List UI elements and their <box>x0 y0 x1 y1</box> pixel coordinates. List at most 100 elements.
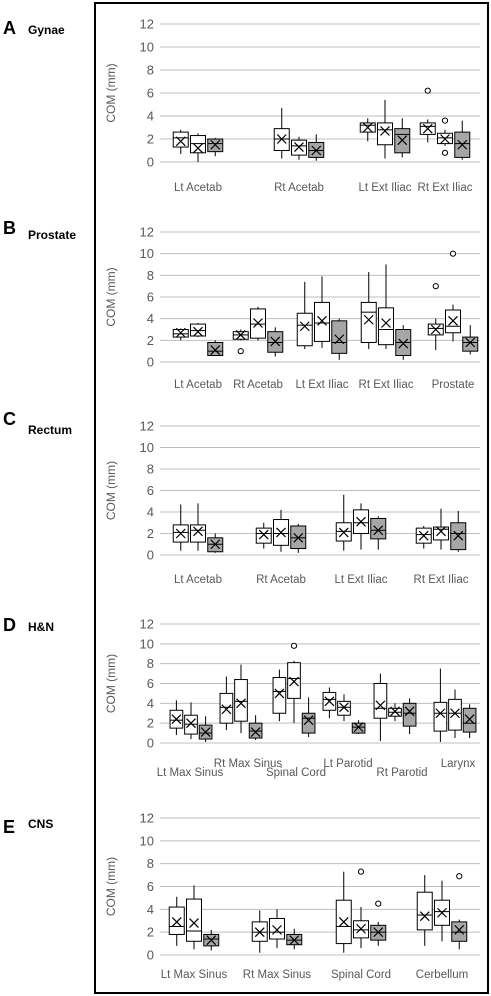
mean-marker <box>303 715 314 726</box>
panel-e: E CNS 0 2 4 6 8 10 12 COM (mm) Lt Max Sinus Rt Max … <box>3 811 480 981</box>
mean-marker <box>418 530 429 541</box>
box-white <box>234 664 248 734</box>
mean-marker <box>465 337 476 348</box>
category-label: Lt Max Sinus <box>161 969 228 981</box>
box-grey <box>370 516 387 550</box>
mean-marker <box>397 135 408 146</box>
y-tick-label: 12 <box>140 811 154 826</box>
mean-marker <box>289 676 299 687</box>
mean-marker <box>373 525 384 536</box>
category-label: Rt Ext Iliac <box>359 379 414 391</box>
mean-marker <box>175 327 186 338</box>
box-white <box>378 264 394 349</box>
y-tick-label: 6 <box>147 290 154 305</box>
mean-marker <box>276 527 286 538</box>
mean-marker <box>362 122 373 133</box>
panels: A Gynae 0 2 4 6 8 10 12 COM (mm) Lt Acetab Rt Aceta… <box>3 17 480 981</box>
box-white <box>287 642 301 724</box>
y-axis-label: COM (mm) <box>104 654 118 713</box>
mean-marker <box>419 911 430 922</box>
category-label: Cerbellum <box>416 969 468 981</box>
box-white <box>433 508 449 550</box>
box-white <box>377 99 393 159</box>
y-tick-label: 10 <box>140 246 154 261</box>
outlier-point <box>237 348 244 355</box>
mean-marker <box>353 722 364 733</box>
y-tick-label: 10 <box>140 40 154 55</box>
box-white <box>250 306 266 341</box>
box-white <box>172 504 189 551</box>
y-tick-label: 0 <box>147 355 154 370</box>
category-label: Rt Acetab <box>256 574 306 586</box>
box-white <box>269 909 285 949</box>
y-tick-label: 4 <box>147 109 154 124</box>
y-tick-label: 2 <box>147 333 154 348</box>
box-body <box>272 677 287 714</box>
mean-marker <box>235 329 246 340</box>
category-label: Lt Max Sinus <box>157 767 224 779</box>
mean-marker <box>450 708 460 719</box>
y-tick-label: 8 <box>147 462 154 477</box>
box-body <box>373 683 388 719</box>
mean-marker <box>398 338 409 349</box>
box-body <box>462 336 479 352</box>
y-tick-label: 0 <box>147 548 154 563</box>
box-white <box>415 525 432 549</box>
y-tick-label: 8 <box>147 856 154 871</box>
mean-marker <box>270 336 281 347</box>
mean-marker <box>373 927 384 938</box>
box-white <box>445 250 461 342</box>
mean-marker <box>193 526 203 537</box>
mean-marker <box>375 700 386 711</box>
y-tick-label: 12 <box>140 419 154 434</box>
box-grey <box>462 325 479 355</box>
mean-marker <box>339 702 349 713</box>
y-tick-label: 6 <box>147 879 154 894</box>
box-white <box>416 875 433 946</box>
category-label: Lt Parotid <box>323 758 372 770</box>
mean-marker <box>289 935 300 946</box>
panel-title: Prostate <box>28 228 76 242</box>
box-body <box>186 898 202 942</box>
mean-marker <box>200 727 211 738</box>
mean-marker <box>464 714 475 725</box>
mean-marker <box>250 727 261 738</box>
box-body <box>378 307 394 346</box>
category-label: Lt Acetab <box>174 574 222 586</box>
panel-title: Gynae <box>28 23 65 37</box>
box-body <box>448 698 462 731</box>
box-body <box>360 301 377 343</box>
box-white <box>314 276 330 348</box>
y-tick-label: 8 <box>147 656 154 671</box>
mean-marker <box>324 696 335 707</box>
outlier-point <box>449 250 457 257</box>
box-grey <box>198 716 213 743</box>
y-tick-label: 0 <box>147 736 154 751</box>
y-tick-label: 4 <box>147 505 154 520</box>
y-tick-label: 6 <box>147 483 154 498</box>
category-label: Rt Ext Iliac <box>418 182 473 194</box>
mean-marker <box>334 334 345 345</box>
box-white <box>360 272 377 349</box>
y-tick-label: 2 <box>147 132 154 147</box>
panel-letter: C <box>3 409 16 429</box>
category-label: Lt Ext Iliac <box>334 574 387 586</box>
category-label: Lt Acetab <box>174 379 222 391</box>
category-label: Spinal Cord <box>266 767 326 779</box>
figure-frame <box>94 2 489 994</box>
y-tick-label: 12 <box>140 225 154 240</box>
mean-marker <box>404 706 415 717</box>
box-grey <box>207 137 224 157</box>
box-body <box>172 131 189 148</box>
box-white <box>353 868 369 949</box>
y-tick-label: 6 <box>147 86 154 101</box>
y-tick-label: 4 <box>147 696 154 711</box>
box-body <box>190 524 206 543</box>
box-white <box>335 494 352 551</box>
category-label: Rt Parotid <box>376 767 427 779</box>
box-body <box>370 517 387 540</box>
box-white <box>190 133 206 162</box>
panel-b: B Prostate 0 2 4 6 8 10 12 COM (mm) Lt Acetab Rt Ac… <box>3 218 480 391</box>
mean-marker <box>210 139 221 150</box>
y-tick-label: 0 <box>147 948 154 963</box>
